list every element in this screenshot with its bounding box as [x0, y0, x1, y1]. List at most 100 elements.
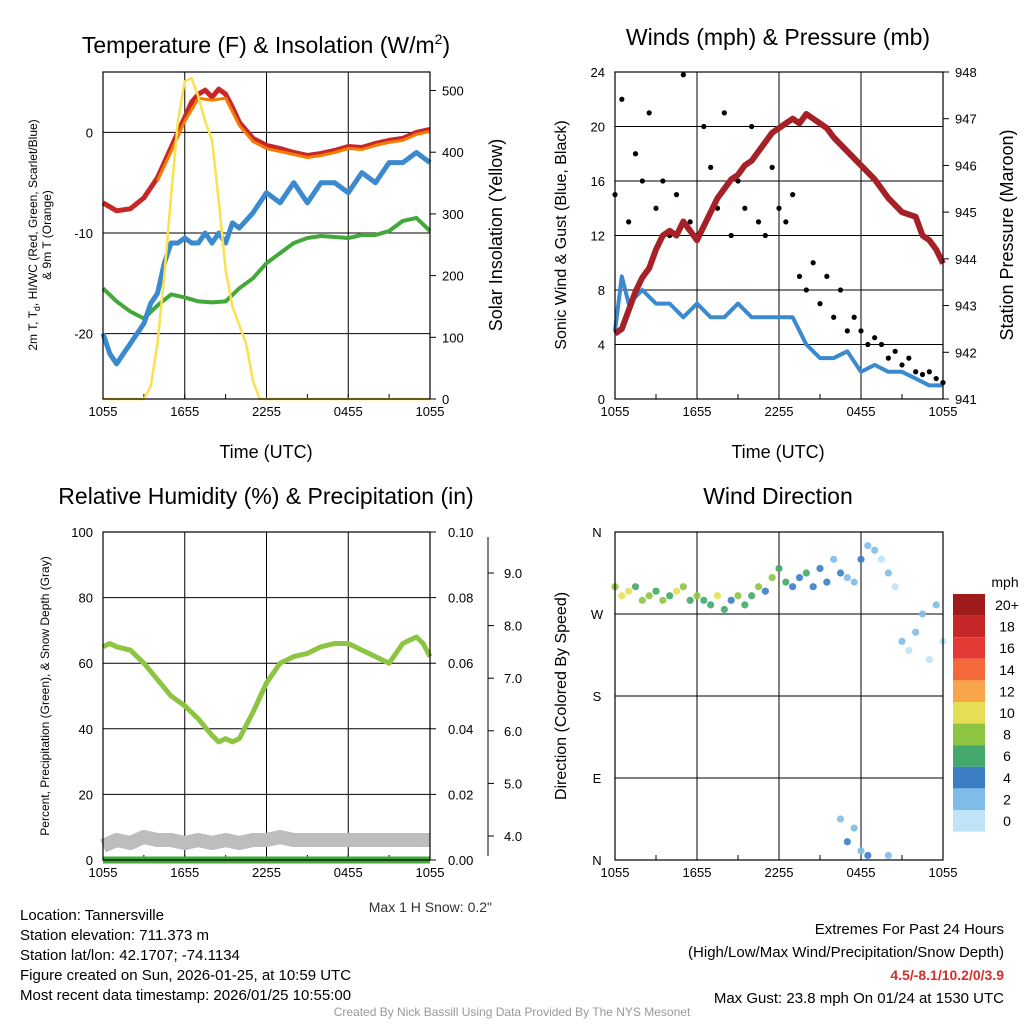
plot-frame — [614, 71, 944, 400]
gust-point — [919, 371, 926, 378]
y2-tick-label: 0 — [442, 392, 449, 407]
gust-point — [796, 273, 803, 279]
x-tick-label: 1055 — [929, 865, 958, 880]
y3-tick-label: 9.0 — [504, 566, 522, 581]
winds-x-label: Time (UTC) — [731, 442, 824, 462]
gust-point — [728, 232, 734, 239]
y-tick-label: 100 — [71, 525, 93, 540]
series-2m-t — [101, 86, 431, 214]
gust-point — [721, 110, 727, 116]
direction-point — [864, 851, 872, 860]
colorbar-label: 12 — [999, 683, 1015, 699]
y-tick-label: S — [593, 689, 602, 704]
direction-point — [707, 601, 715, 609]
y2-tick-label: 948 — [955, 65, 977, 80]
colorbar-label: 8 — [1003, 727, 1011, 743]
gust-point — [817, 301, 823, 307]
direction-point — [864, 542, 872, 550]
y3-tick-label: 6.0 — [504, 724, 522, 739]
colorbar-swatch — [953, 702, 985, 724]
y2-tick-label: 200 — [442, 269, 464, 284]
x-tick-label: 1055 — [89, 865, 118, 880]
direction-point — [659, 596, 667, 604]
temperature-y-label: 2m T, Td, HI/WC (Red, Green, Scarlet/Blu… — [26, 119, 42, 350]
x-tick-label: 1055 — [601, 865, 630, 880]
x-tick-label: 0455 — [847, 404, 876, 419]
station-info: Location: Tannersville Station elevation… — [20, 906, 351, 1006]
colorbar-label: 0 — [1003, 813, 1011, 829]
gust-point — [687, 219, 693, 225]
gust-point — [824, 273, 830, 279]
y2-tick-label: 0.06 — [448, 656, 473, 671]
gust-point — [872, 335, 878, 341]
y2-tick-label: 300 — [442, 207, 464, 222]
y2-tick-label: 941 — [955, 392, 977, 407]
direction-point — [836, 569, 845, 577]
direction-point — [734, 592, 742, 600]
y3-tick-label: 8.0 — [504, 619, 522, 634]
direction-point — [823, 578, 831, 586]
y2-tick-label: 944 — [955, 252, 977, 267]
direction-panel: Wind Direction Direction (Colored By Spe… — [553, 483, 1019, 880]
y-tick-label: 40 — [79, 722, 93, 737]
winds-y-label: Sonic Wind & Gust (Blue, Black) — [553, 120, 570, 349]
x-tick-label: 1655 — [170, 865, 199, 880]
gust-point — [639, 178, 645, 184]
station-location: Location: Tannersville — [20, 907, 164, 924]
x-tick-label: 1055 — [416, 404, 445, 419]
x-tick-label: 1655 — [683, 865, 712, 880]
winds-panel: Winds (mph) & Pressure (mb) Time (UTC) S… — [553, 24, 1017, 462]
colorbar-swatch — [953, 637, 985, 659]
colorbar-label: 16 — [999, 640, 1015, 656]
plot-frame — [102, 531, 431, 861]
gust-point — [926, 369, 932, 375]
gust-point — [632, 151, 639, 157]
gust-point — [858, 328, 864, 334]
direction-point — [713, 592, 722, 600]
extremes-heading: Extremes For Past 24 Hours — [814, 921, 1004, 938]
direction-point — [618, 592, 626, 600]
gust-point — [885, 355, 891, 361]
series-station-pressure — [613, 111, 946, 337]
series-sonic-wind — [613, 274, 943, 388]
y-tick-label: 60 — [79, 656, 93, 671]
direction-y-label: Direction (Colored By Speed) — [553, 592, 570, 800]
colorbar-label: 4 — [1003, 770, 1011, 786]
gust-point — [653, 205, 659, 211]
colorbar-label: 14 — [999, 662, 1015, 678]
direction-point — [652, 587, 660, 595]
temperature-panel-title: Temperature (F) & Insolation (W/m2) — [82, 31, 450, 58]
y-tick-label: 24 — [591, 65, 605, 80]
gust-point — [769, 164, 775, 170]
direction-point — [850, 578, 858, 586]
y-tick-label: N — [592, 853, 601, 868]
direction-point — [843, 838, 851, 846]
y-tick-label: 8 — [598, 283, 605, 298]
gust-point — [803, 287, 809, 293]
temperature-x-label: Time (UTC) — [219, 442, 312, 462]
y-tick-label: 12 — [591, 229, 605, 244]
direction-point — [761, 587, 769, 595]
direction-point — [884, 851, 892, 860]
y-tick-label: N — [592, 525, 601, 540]
colorbar-swatch — [953, 658, 985, 681]
y-tick-label: 0 — [86, 125, 93, 140]
direction-point — [638, 596, 646, 604]
y2-tick-label: 946 — [955, 158, 977, 173]
direction-point — [802, 569, 810, 577]
y2-tick-label: 0.04 — [448, 722, 473, 737]
direction-point — [720, 605, 728, 614]
colorbar-swatch — [953, 810, 985, 832]
colorbar-swatch — [953, 745, 985, 767]
direction-panel-title: Wind Direction — [703, 483, 853, 509]
extremes-values: 4.5/-8.1/10.2/0/3.9 — [890, 967, 1004, 983]
gust-point — [837, 287, 844, 293]
y2-tick-label: 100 — [442, 330, 464, 345]
direction-point — [925, 655, 933, 664]
x-tick-label: 2255 — [252, 404, 281, 419]
gust-point — [892, 348, 898, 354]
station-elevation: Station elevation: 711.373 m — [20, 927, 210, 944]
y-tick-label: 20 — [591, 120, 605, 135]
credit: Created By Nick Bassill Using Data Provi… — [333, 1005, 691, 1019]
x-tick-label: 1055 — [929, 404, 958, 419]
